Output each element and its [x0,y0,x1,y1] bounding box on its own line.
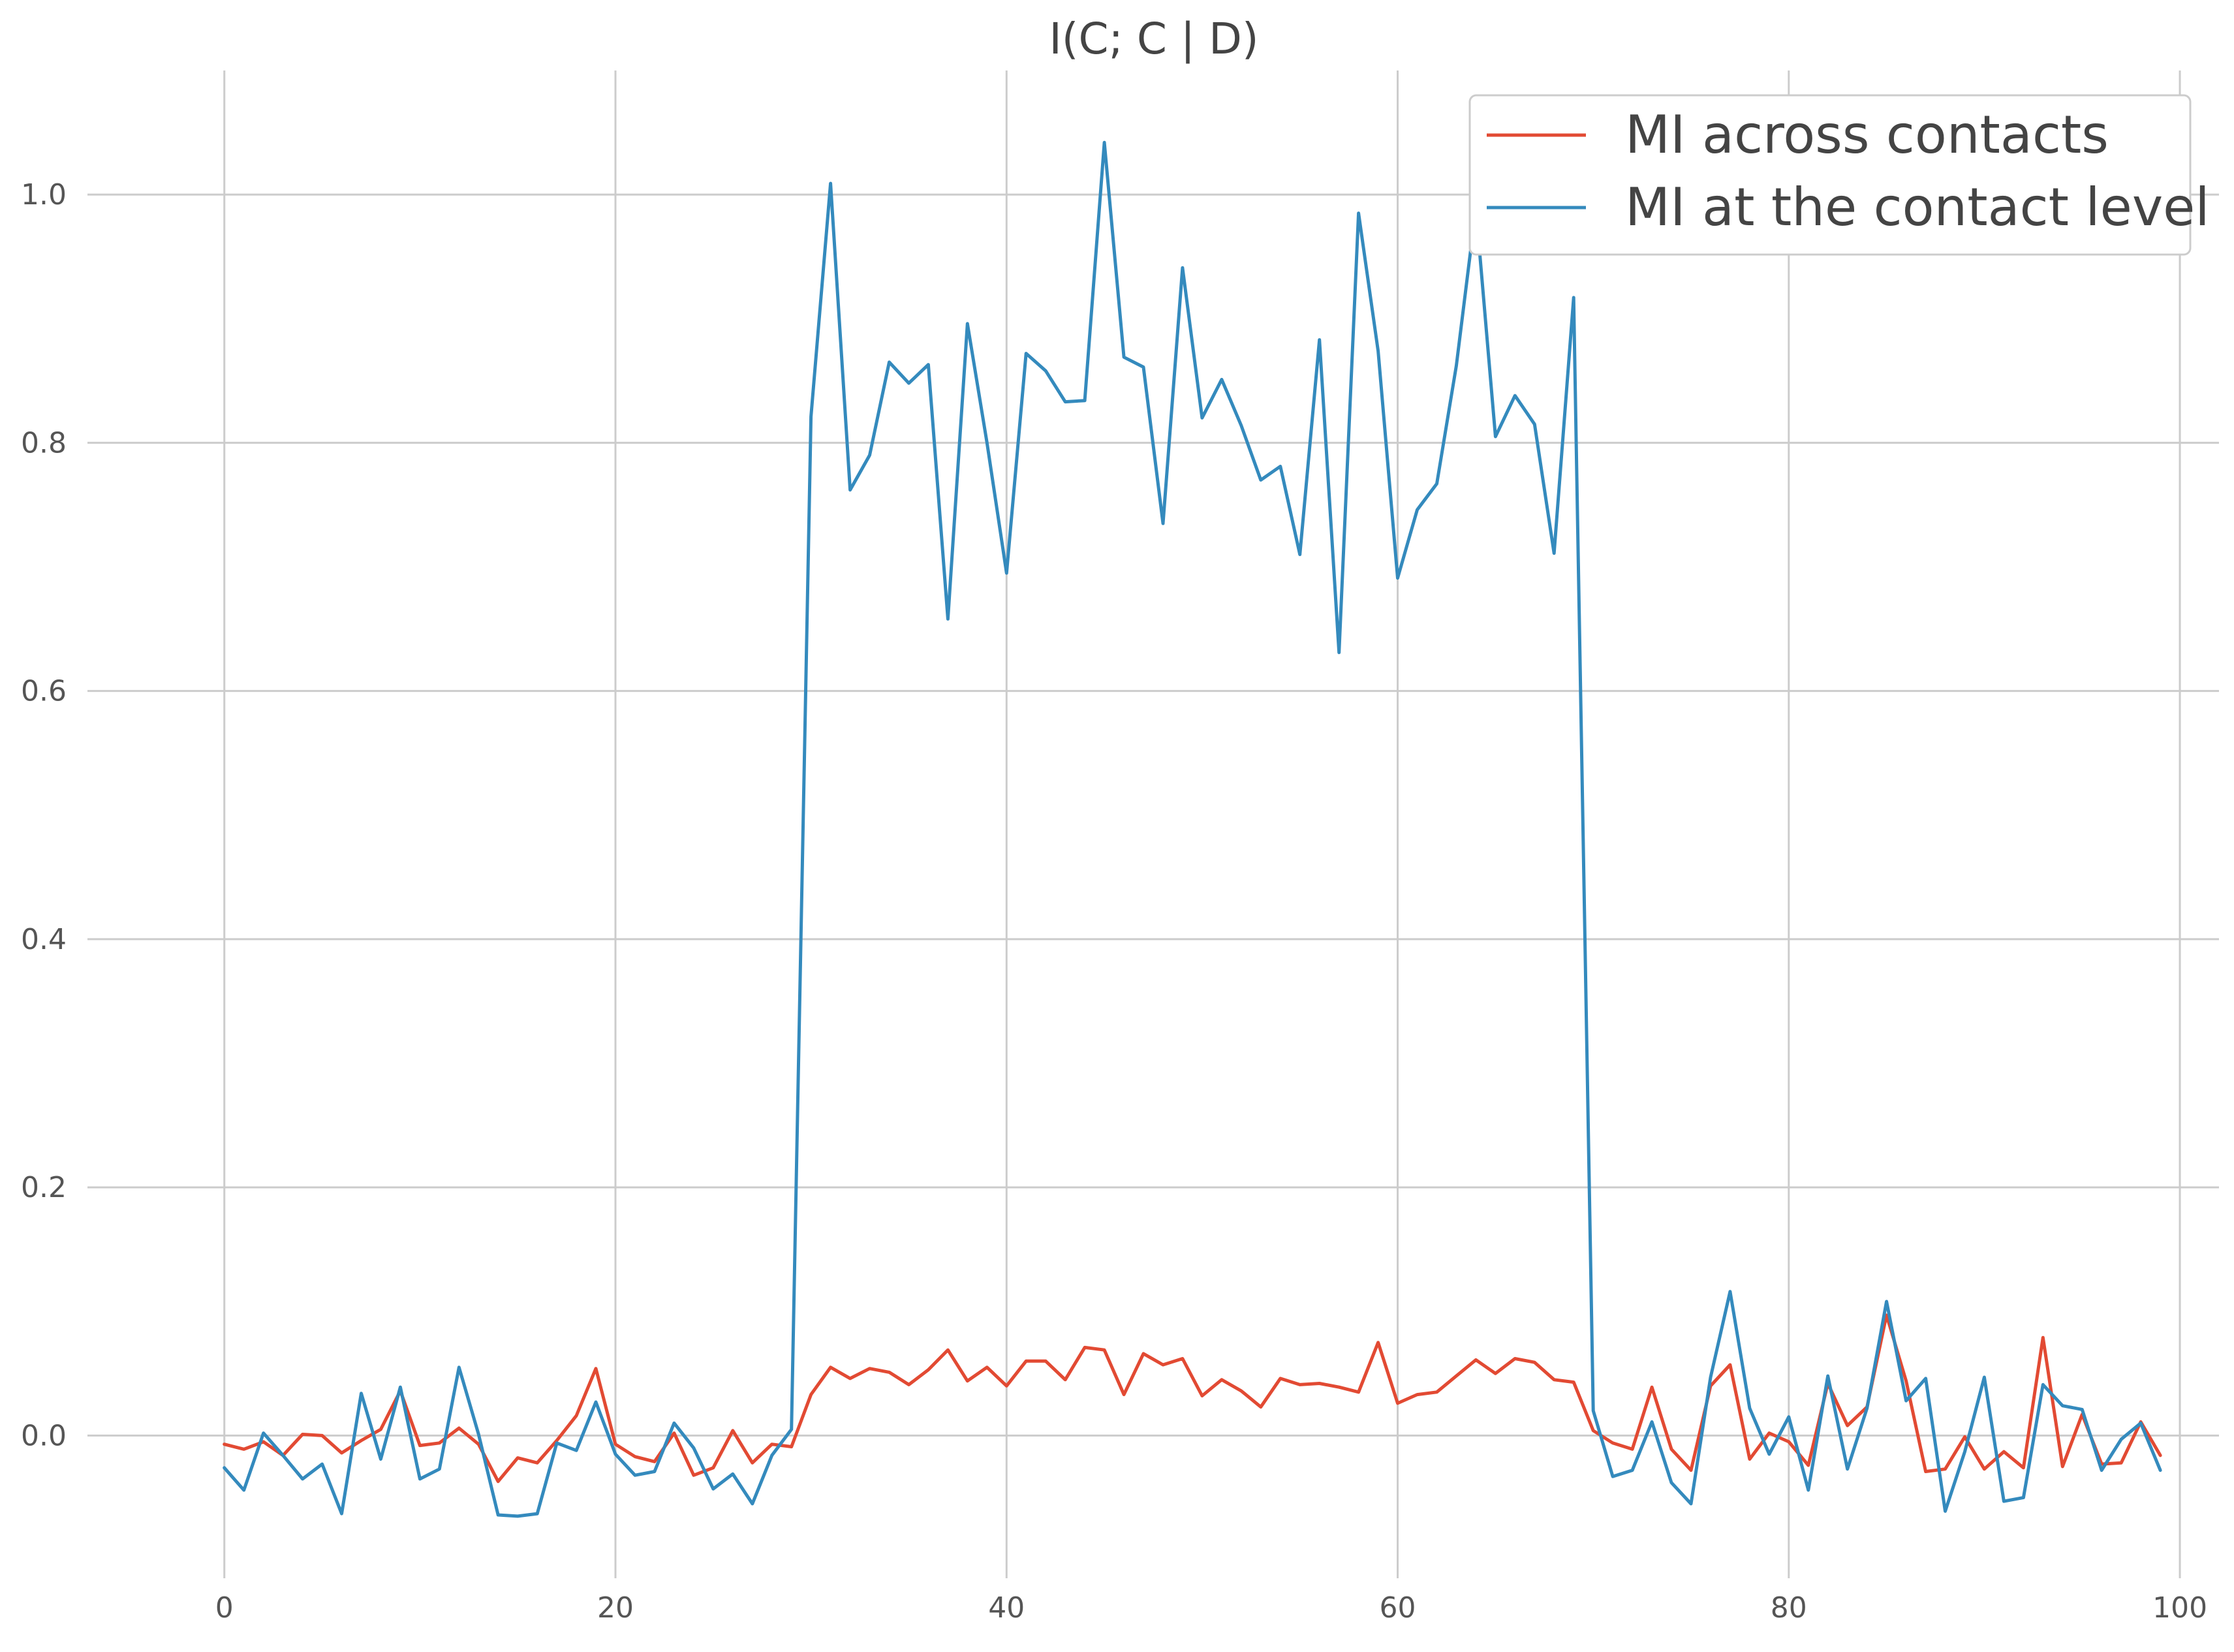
series-lines [223,140,2162,1518]
x-tick-label: 100 [2152,1591,2207,1625]
y-tick-label: 0.2 [21,1171,67,1204]
legend: MI across contacts MI at the contact lev… [1468,94,2210,256]
chart-title: I(C; C | D) [1049,14,1258,64]
grid [87,70,2219,1578]
x-tick-label: 0 [215,1591,234,1625]
series-line-mi-at-the-contact-level [223,140,2162,1518]
legend-label-mi-across-contacts: MI across contacts [1625,104,2109,165]
y-tick-label: 0.0 [21,1419,67,1452]
y-tick-label: 1.0 [21,178,67,211]
y-tick-label: 0.6 [21,675,67,708]
x-tick-label: 40 [988,1591,1025,1625]
x-tick-label: 20 [597,1591,634,1625]
y-tick-label: 0.8 [21,426,67,460]
x-axis-ticks: 0 20 40 60 80 100 [215,1591,2207,1625]
x-tick-label: 80 [1771,1591,1807,1625]
y-tick-label: 0.4 [21,923,67,956]
x-tick-label: 60 [1380,1591,1416,1625]
series-line-mi-across-contacts [223,1313,2162,1484]
y-axis-ticks: 0.0 0.2 0.4 0.6 0.8 1.0 [21,178,67,1452]
legend-box [1468,94,2192,256]
legend-label-mi-at-contact-level: MI at the contact level [1625,177,2210,238]
